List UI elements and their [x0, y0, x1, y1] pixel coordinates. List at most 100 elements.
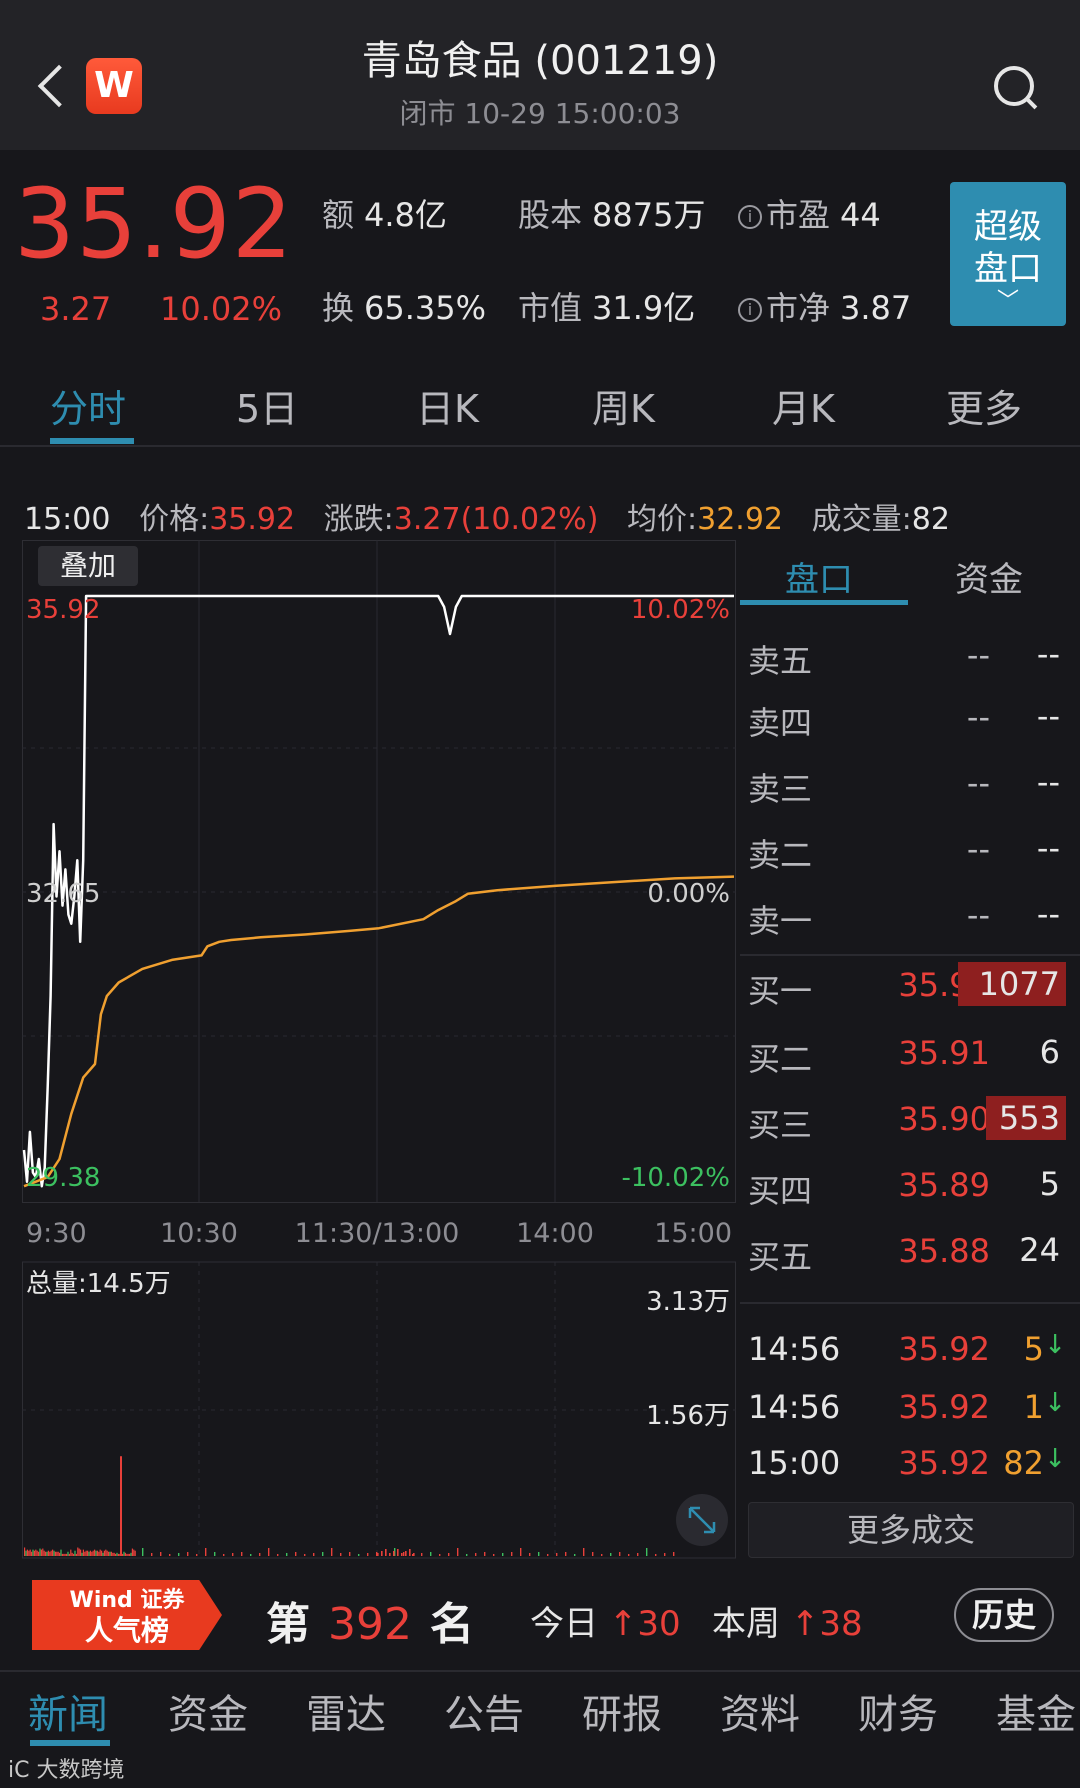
volume-bar — [32, 1549, 34, 1556]
tab-5day[interactable]: 5日 — [236, 387, 299, 431]
level-qty: 24 — [1019, 1231, 1060, 1269]
volume-bar — [295, 1552, 297, 1556]
expand-icon[interactable] — [676, 1494, 728, 1546]
level-price: 35.90 — [898, 1100, 990, 1138]
back-arrow-icon[interactable] — [30, 55, 80, 115]
last-price: 35.92 — [14, 168, 294, 280]
volume-bar — [87, 1550, 89, 1556]
level-price: -- — [966, 698, 990, 736]
level-price: 35.88 — [898, 1232, 990, 1270]
volume-bar — [340, 1553, 342, 1556]
tab-news[interactable]: 新闻 — [28, 1692, 108, 1738]
volume-bar — [78, 1548, 80, 1556]
volume-bar — [74, 1550, 76, 1556]
volume-bar — [40, 1549, 42, 1556]
volume-bar — [583, 1548, 585, 1556]
tab-financials[interactable]: 财务 — [858, 1692, 938, 1738]
tab-funds[interactable]: 资金 — [955, 560, 1023, 600]
overlay-button[interactable]: 叠加 — [38, 546, 138, 586]
volume-bar — [160, 1552, 162, 1556]
volume-bar — [178, 1553, 180, 1556]
stat-turnover: 换 65.35% — [322, 289, 487, 327]
ask-row: 卖四 -- -- — [740, 688, 1070, 748]
volume-bar — [94, 1549, 96, 1556]
level-label: 卖三 — [748, 770, 813, 808]
volume-total-label: 总量:14.5万 — [26, 1269, 171, 1299]
down-arrow-icon: ↓ — [1044, 1330, 1066, 1360]
chevron-down-icon: ﹀ — [996, 289, 1019, 314]
search-icon[interactable] — [990, 62, 1040, 112]
level-price: 35.89 — [898, 1166, 990, 1204]
level-label: 买五 — [748, 1238, 813, 1276]
volume-bar — [67, 1551, 69, 1556]
price-change: 3.27 — [40, 290, 112, 328]
volume-bar — [385, 1549, 387, 1556]
tab-research[interactable]: 研报 — [582, 1692, 662, 1738]
tab-capital[interactable]: 资金 — [168, 1692, 248, 1738]
tick-time: 14:56 — [748, 1330, 841, 1368]
down-arrow-icon: ↓ — [1044, 1388, 1066, 1418]
info-icon[interactable]: i — [738, 298, 762, 322]
trade-tick-row: 14:56 35.92 5 ↓ — [740, 1326, 1070, 1376]
intraday-chart[interactable]: 35.92 32.65 29.38 10.02% 0.00% -10.02% 9:30 10:… — [22, 540, 736, 1560]
volume-bar — [394, 1548, 396, 1556]
volume-bars — [24, 1456, 675, 1556]
volume-bar — [381, 1551, 383, 1556]
volume-bar — [82, 1549, 84, 1556]
more-trades-button[interactable]: 更多成交 — [748, 1502, 1074, 1558]
tab-announcements[interactable]: 公告 — [444, 1692, 524, 1738]
volume-bar — [102, 1552, 104, 1556]
volume-bar — [112, 1552, 114, 1556]
tab-radar[interactable]: 雷达 — [306, 1692, 386, 1738]
super-order-book-button[interactable]: 超级 盘口 ﹀ — [950, 182, 1066, 326]
volume-bar — [101, 1550, 103, 1556]
volume-bar — [116, 1552, 118, 1556]
super-button-line1: 超级 — [974, 207, 1042, 247]
tab-intraday[interactable]: 分时 — [50, 387, 127, 431]
tab-profile[interactable]: 资料 — [720, 1692, 800, 1738]
chart-grid — [22, 540, 736, 1559]
volume-bar — [131, 1548, 133, 1556]
history-button[interactable]: 历史 — [954, 1588, 1054, 1642]
level-price: -- — [966, 636, 990, 674]
divider — [740, 1302, 1080, 1304]
stat-pb[interactable]: i 市净 3.87 — [738, 283, 911, 329]
volume-bar — [223, 1554, 225, 1556]
volume-bar — [511, 1552, 513, 1556]
tab-daily-k[interactable]: 日K — [416, 387, 479, 431]
watermark: iC 大数跨境 — [8, 1758, 125, 1783]
tab-funds-holding[interactable]: 基金 — [996, 1692, 1076, 1738]
volume-bar — [106, 1550, 108, 1556]
y-right-label: -10.02% — [621, 1163, 730, 1193]
stat-pe[interactable]: i 市盈 44 — [738, 190, 881, 236]
level-label: 卖一 — [748, 902, 813, 940]
volume-bar — [64, 1553, 66, 1556]
page-title: 青岛食品 (001219) — [361, 38, 719, 84]
price-frame — [22, 540, 736, 1203]
volume-bar — [84, 1551, 86, 1556]
market-status: 闭市 10-29 15:00:03 — [399, 97, 681, 130]
tab-more[interactable]: 更多 — [946, 387, 1023, 431]
popularity-ranking-bar[interactable]: Wind 证券 人气榜 第 392 名 今日 ↑30 本周 ↑38 历史 — [22, 1574, 1080, 1662]
volume-bar — [103, 1550, 105, 1556]
tab-weekly-k[interactable]: 周K — [592, 387, 655, 431]
tab-order-book[interactable]: 盘口 — [785, 560, 853, 600]
rank-week: 本周 ↑38 — [712, 1604, 863, 1644]
volume-bar — [430, 1552, 432, 1556]
volume-bar — [401, 1553, 403, 1556]
volume-bar — [88, 1551, 90, 1556]
stat-shares: 股本 8875万 — [518, 196, 706, 234]
volume-bar — [556, 1553, 558, 1556]
trade-tick-row: 14:56 35.92 1 ↓ — [740, 1384, 1070, 1434]
tab-monthly-k[interactable]: 月K — [772, 387, 835, 431]
ask-row: 卖一 -- -- — [740, 886, 1070, 946]
level-label: 卖二 — [748, 836, 813, 874]
bid-row: 买三 35.90 553 — [740, 1090, 1070, 1150]
volume-bar — [421, 1553, 423, 1556]
volume-bar — [59, 1552, 61, 1556]
volume-bar — [36, 1550, 38, 1556]
level-qty: -- — [1036, 895, 1060, 933]
info-icon[interactable]: i — [738, 205, 762, 229]
level-label: 买三 — [748, 1106, 813, 1144]
stat-amount: 额 4.8亿 — [322, 196, 447, 234]
